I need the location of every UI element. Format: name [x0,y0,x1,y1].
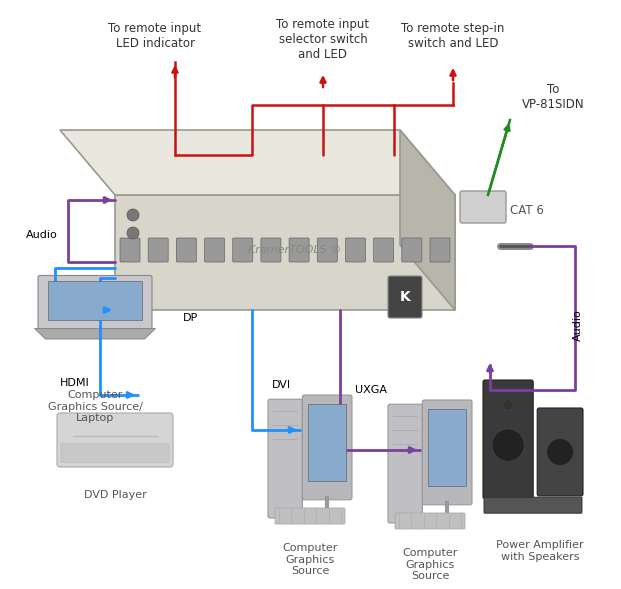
FancyBboxPatch shape [38,276,152,330]
FancyBboxPatch shape [148,238,168,262]
FancyBboxPatch shape [302,395,352,500]
FancyBboxPatch shape [537,408,583,496]
FancyBboxPatch shape [430,238,450,262]
Circle shape [127,227,139,239]
FancyBboxPatch shape [176,238,196,262]
FancyBboxPatch shape [460,191,506,223]
Polygon shape [35,329,155,339]
Text: Computer
Graphics Source/
Laptop: Computer Graphics Source/ Laptop [48,390,142,423]
FancyBboxPatch shape [233,238,253,262]
Circle shape [502,399,514,411]
Circle shape [492,429,524,461]
FancyBboxPatch shape [374,238,394,262]
Polygon shape [115,195,455,310]
Text: Power Amplifier
with Speakers: Power Amplifier with Speakers [496,540,584,561]
FancyBboxPatch shape [388,276,422,318]
Text: Audio: Audio [573,309,583,341]
Text: DP: DP [183,313,198,323]
Text: KramerTOOLS ®: KramerTOOLS ® [248,245,342,255]
Text: To remote input
selector switch
and LED: To remote input selector switch and LED [276,18,369,61]
FancyBboxPatch shape [345,238,365,262]
FancyBboxPatch shape [484,497,582,513]
Text: Computer
Graphics
Source: Computer Graphics Source [283,543,338,576]
Text: K: K [400,290,410,304]
Circle shape [546,439,573,465]
Text: DVI: DVI [272,380,291,390]
FancyBboxPatch shape [395,513,465,529]
Polygon shape [60,130,455,195]
FancyBboxPatch shape [289,238,309,262]
FancyBboxPatch shape [275,508,345,524]
Text: Audio: Audio [26,230,58,240]
Polygon shape [400,130,455,310]
FancyBboxPatch shape [261,238,281,262]
FancyBboxPatch shape [317,238,337,262]
FancyBboxPatch shape [61,444,169,462]
Text: CAT 6: CAT 6 [510,204,544,217]
Text: To remote input
LED indicator: To remote input LED indicator [109,22,202,50]
FancyBboxPatch shape [120,238,140,262]
Text: To
VP-81SIDN: To VP-81SIDN [522,83,584,111]
Text: HDMI: HDMI [60,378,90,388]
FancyBboxPatch shape [268,399,302,518]
FancyBboxPatch shape [422,400,472,505]
FancyBboxPatch shape [309,404,346,481]
FancyBboxPatch shape [388,404,422,523]
Text: Computer
Graphics
Source: Computer Graphics Source [402,548,458,581]
FancyBboxPatch shape [57,413,173,467]
Text: UXGA: UXGA [355,385,387,395]
FancyBboxPatch shape [402,238,422,262]
FancyBboxPatch shape [48,282,142,320]
Text: To remote step-in
switch and LED: To remote step-in switch and LED [401,22,505,50]
Circle shape [127,209,139,221]
FancyBboxPatch shape [204,238,225,262]
Text: DVD Player: DVD Player [84,490,147,500]
FancyBboxPatch shape [483,380,533,499]
FancyBboxPatch shape [428,409,466,486]
